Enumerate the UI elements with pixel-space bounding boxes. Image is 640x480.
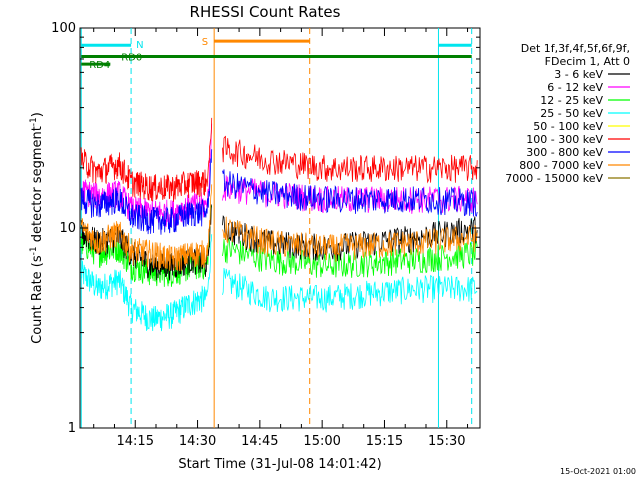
x-tick-label: 14:30 bbox=[179, 434, 216, 449]
flag-label: S bbox=[202, 37, 208, 48]
legend-entry-label: 50 - 100 keV bbox=[533, 120, 603, 133]
legend-entry-label: 3 - 6 keV bbox=[554, 68, 603, 81]
legend-entry-label: 7000 - 15000 keV bbox=[505, 172, 603, 185]
legend-header: FDecim 1, Att 0 bbox=[545, 55, 630, 68]
x-axis-label: Start Time (31-Jul-08 14:01:42) bbox=[178, 457, 381, 472]
flag-label: RD4 bbox=[89, 60, 110, 71]
legend-entry-label: 25 - 50 keV bbox=[540, 107, 603, 120]
axes: 14:15 14:30 14:45 15:00 15:15 15:30 1 10 100 bbox=[51, 21, 480, 449]
plot-frame bbox=[79, 27, 481, 429]
x-tick-label: 15:30 bbox=[428, 434, 465, 449]
vertical-markers bbox=[80, 28, 473, 428]
x-tick-label: 15:15 bbox=[366, 434, 403, 449]
legend-entry-label: 6 - 12 keV bbox=[547, 81, 603, 94]
legend: Det 1f,3f,4f,5f,6f,9f,FDecim 1, Att 03 -… bbox=[505, 42, 630, 185]
legend-entry-label: 100 - 300 keV bbox=[526, 133, 603, 146]
chart-title: RHESSI Count Rates bbox=[190, 3, 341, 21]
series-line-5 bbox=[80, 117, 478, 202]
legend-entry-label: 800 - 7000 keV bbox=[519, 159, 603, 172]
series-line-7 bbox=[80, 184, 478, 272]
series-line-3 bbox=[80, 234, 478, 332]
x-tick-label: 14:15 bbox=[117, 434, 154, 449]
legend-entry-label: 12 - 25 keV bbox=[540, 94, 603, 107]
legend-header: Det 1f,3f,4f,5f,6f,9f, bbox=[521, 42, 630, 55]
y-axis-label: Count Rate (s-1 detector segment-1) bbox=[29, 112, 45, 344]
flag-label: N bbox=[136, 40, 143, 51]
plot-area bbox=[79, 27, 481, 429]
flag-label: RD0 bbox=[121, 53, 142, 64]
y-tick-label: 10 bbox=[59, 221, 76, 236]
flag-bars: N S RD0 RD4 bbox=[81, 37, 472, 71]
x-tick-label: 15:00 bbox=[303, 434, 340, 449]
y-tick-label: 100 bbox=[51, 21, 76, 36]
legend-entry-label: 300 - 800 keV bbox=[526, 146, 603, 159]
x-tick-label: 14:45 bbox=[241, 434, 278, 449]
series-group bbox=[80, 117, 478, 332]
y-tick-label: 1 bbox=[68, 421, 76, 436]
timestamp: 15-Oct-2021 01:00 bbox=[560, 467, 636, 476]
series-line-6 bbox=[80, 149, 478, 235]
